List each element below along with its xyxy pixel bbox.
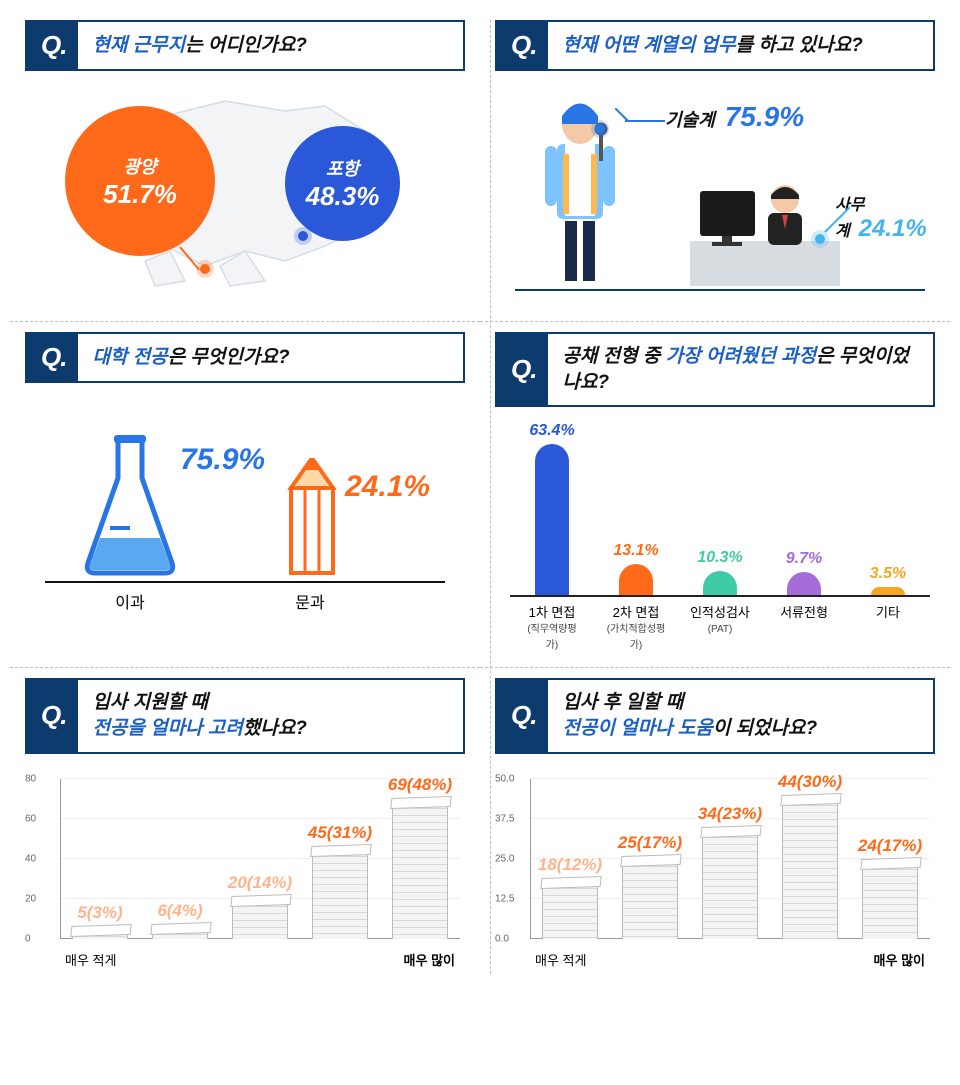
- science-label: 이과: [100, 589, 160, 613]
- y-tick: 20: [25, 893, 36, 904]
- stack-column: 24(17%): [860, 836, 920, 939]
- stack-column: 5(3%): [70, 903, 130, 939]
- question-text: 현재 근무지는 어디인가요?: [78, 22, 320, 69]
- panel-workplace: Q. 현재 근무지는 어디인가요? 광양51.7% 포항48.3%: [10, 10, 480, 321]
- office-label: 사무계 24.1%: [835, 191, 935, 243]
- panel-major: Q. 대학 전공은 무엇인가요? 75.9% 24.1% 이과 문과: [10, 321, 480, 667]
- stack-column: 69(48%): [390, 775, 450, 939]
- question-header: Q. 공채 전형 중 가장 어려웠던 과정은 무엇이었나요?: [495, 332, 935, 407]
- stack-column: 6(4%): [150, 901, 210, 939]
- q-icon: Q.: [27, 22, 78, 69]
- bar-column: 3.5%: [858, 565, 918, 595]
- flask-icon: [80, 433, 180, 578]
- y-tick: 25.0: [495, 853, 514, 864]
- x-right-label: 매우 많이: [404, 950, 455, 969]
- y-tick: 60: [25, 813, 36, 824]
- stack-column: 25(17%): [620, 833, 680, 939]
- q-icon: Q.: [27, 334, 78, 381]
- bar-column: 13.1%: [606, 542, 666, 595]
- bar-label: 1차 면접(직무역량평가): [522, 605, 582, 653]
- x-right-label: 매우 많이: [874, 950, 925, 969]
- question-header: Q. 대학 전공은 무엇인가요?: [25, 332, 465, 383]
- panel-consider-major: Q. 입사 지원할 때전공을 얼마나 고려했나요? 0 20 40 60 80 5(3%)…: [10, 667, 480, 983]
- y-tick: 12.5: [495, 893, 514, 904]
- question-text: 입사 후 일할 때전공이 얼마나 도움이 되었나요?: [548, 680, 831, 751]
- stack-chart: 0.0 12.5 25.0 37.5 50.0 18(12%) 25(17%) 34(23%)…: [495, 769, 935, 969]
- panel-content: 63.4% 13.1% 10.3% 9.7% 3.5% 1차 면접(직무역량평가) 2차 …: [495, 422, 935, 652]
- bar-label: 2차 면접(가치적합성평가): [606, 605, 666, 653]
- question-text: 공채 전형 중 가장 어려웠던 과정은 무엇이었나요?: [548, 334, 933, 405]
- stack-column: 18(12%): [540, 855, 600, 939]
- question-text: 현재 어떤 계열의 업무를 하고 있나요?: [548, 22, 876, 69]
- stack-column: 44(30%): [780, 772, 840, 939]
- q-icon: Q.: [27, 680, 78, 751]
- liberal-label: 문과: [280, 589, 340, 613]
- bar-label: 기타: [858, 605, 918, 653]
- x-left-label: 매우 적게: [535, 950, 586, 969]
- bar-column: 63.4%: [522, 422, 582, 595]
- question-header: Q. 입사 지원할 때전공을 얼마나 고려했나요?: [25, 678, 465, 753]
- y-tick: 37.5: [495, 813, 514, 824]
- panel-major-helpful: Q. 입사 후 일할 때전공이 얼마나 도움이 되었나요? 0.0 12.5 25.…: [480, 667, 950, 983]
- location-bubble: 광양51.7%: [65, 106, 215, 256]
- y-tick: 80: [25, 773, 36, 784]
- location-bubble: 포항48.3%: [285, 126, 400, 241]
- q-icon: Q.: [497, 680, 548, 751]
- stack-column: 45(31%): [310, 823, 370, 939]
- y-tick: 50.0: [495, 773, 514, 784]
- panel-content: 광양51.7% 포항48.3%: [25, 86, 465, 306]
- y-tick: 0.0: [495, 933, 509, 944]
- question-text: 입사 지원할 때전공을 얼마나 고려했나요?: [78, 680, 320, 751]
- panel-hardest-step: Q. 공채 전형 중 가장 어려웠던 과정은 무엇이었나요? 63.4% 13.1…: [480, 321, 950, 667]
- panel-job-category: Q. 현재 어떤 계열의 업무를 하고 있나요?: [480, 10, 950, 321]
- y-tick: 0: [25, 933, 31, 944]
- bar-column: 9.7%: [774, 550, 834, 595]
- science-pct: 75.9%: [180, 443, 265, 477]
- liberal-pct: 24.1%: [345, 470, 430, 504]
- q-icon: Q.: [497, 22, 548, 69]
- tech-label: 기술계 75.9%: [665, 101, 804, 133]
- bar-label: 인적성검사(PAT): [690, 605, 750, 653]
- y-tick: 40: [25, 853, 36, 864]
- tech-worker-icon: [535, 96, 625, 291]
- question-header: Q. 입사 후 일할 때전공이 얼마나 도움이 되었나요?: [495, 678, 935, 753]
- panel-content: 75.9% 24.1% 이과 문과: [25, 398, 465, 618]
- pencil-icon: [285, 458, 340, 578]
- panel-content: 기술계 75.9% 사무계 24.1%: [495, 86, 935, 306]
- question-header: Q. 현재 근무지는 어디인가요?: [25, 20, 465, 71]
- stack-chart: 0 20 40 60 80 5(3%) 6(4%) 20(14%) 45(31%) 69(48%)…: [25, 769, 465, 969]
- q-icon: Q.: [497, 334, 548, 405]
- x-left-label: 매우 적게: [65, 950, 116, 969]
- bar-column: 10.3%: [690, 549, 750, 596]
- question-header: Q. 현재 어떤 계열의 업무를 하고 있나요?: [495, 20, 935, 71]
- bar-label: 서류전형: [774, 605, 834, 653]
- question-text: 대학 전공은 무엇인가요?: [78, 334, 303, 381]
- stack-column: 34(23%): [700, 804, 760, 939]
- stack-column: 20(14%): [230, 873, 290, 939]
